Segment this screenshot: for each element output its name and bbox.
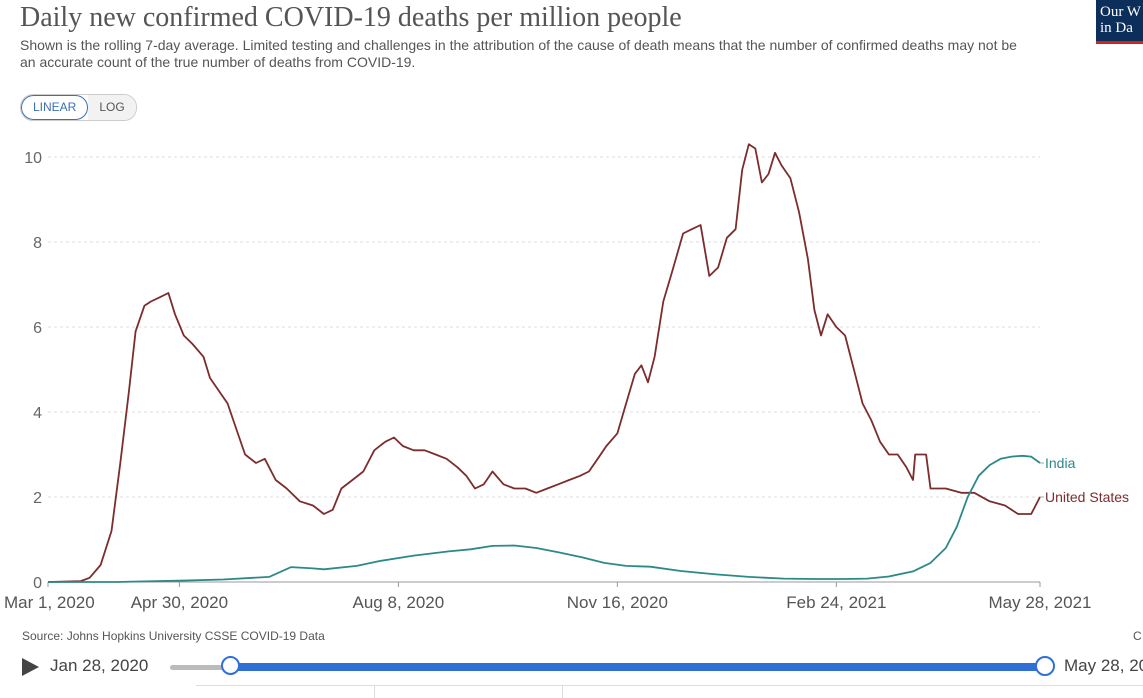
y-tick-label: 10 bbox=[24, 150, 42, 167]
timeline-track-inactive[interactable] bbox=[170, 665, 230, 670]
log-scale-button[interactable]: LOG bbox=[88, 95, 136, 120]
x-tick-label: Aug 8, 2020 bbox=[353, 593, 445, 612]
y-tick-label: 0 bbox=[33, 575, 42, 592]
y-tick-label: 2 bbox=[33, 490, 42, 507]
x-tick-label: Apr 30, 2020 bbox=[131, 593, 228, 612]
x-tick-label: Nov 16, 2020 bbox=[567, 593, 668, 612]
series-label-india: India bbox=[1045, 455, 1076, 471]
series-label-united-states: United States bbox=[1045, 489, 1129, 505]
source-note: Source: Johns Hopkins University CSSE CO… bbox=[22, 629, 325, 643]
chart-title: Daily new confirmed COVID-19 deaths per … bbox=[20, 2, 682, 33]
timeline-end-handle[interactable] bbox=[1035, 656, 1055, 676]
owid-logo[interactable]: Our W in Da bbox=[1096, 0, 1143, 44]
bottom-tab-strip bbox=[196, 685, 1143, 698]
series-line-united-states bbox=[47, 143, 1041, 583]
timeline-start-handle[interactable] bbox=[221, 656, 240, 675]
timeline-track-selected[interactable] bbox=[230, 663, 1045, 671]
cc-label: C bbox=[1133, 629, 1142, 643]
timeline-start-date: Jan 28, 2020 bbox=[50, 656, 149, 675]
x-tick-label: May 28, 2021 bbox=[988, 593, 1091, 612]
logo-line-2: in Da bbox=[1100, 20, 1133, 36]
tab-divider bbox=[374, 686, 375, 698]
logo-line-1: Our W bbox=[1100, 4, 1141, 20]
scale-toggle[interactable]: LINEAR LOG bbox=[20, 94, 137, 121]
timeline-control: Jan 28, 2020 May 28, 20 bbox=[0, 650, 1143, 684]
y-tick-label: 6 bbox=[33, 320, 42, 337]
chart-subtitle: Shown is the rolling 7-day average. Limi… bbox=[20, 37, 1017, 70]
timeline-end-date: May 28, 20 bbox=[1064, 656, 1143, 675]
y-tick-label: 8 bbox=[33, 235, 42, 252]
play-icon[interactable] bbox=[22, 658, 39, 676]
x-tick-label: Feb 24, 2021 bbox=[786, 593, 886, 612]
linear-scale-button[interactable]: LINEAR bbox=[21, 95, 89, 120]
x-tick-label: Mar 1, 2020 bbox=[4, 593, 95, 612]
y-tick-label: 4 bbox=[33, 405, 42, 422]
tab-divider bbox=[562, 686, 563, 698]
series-line-india bbox=[48, 454, 1041, 583]
